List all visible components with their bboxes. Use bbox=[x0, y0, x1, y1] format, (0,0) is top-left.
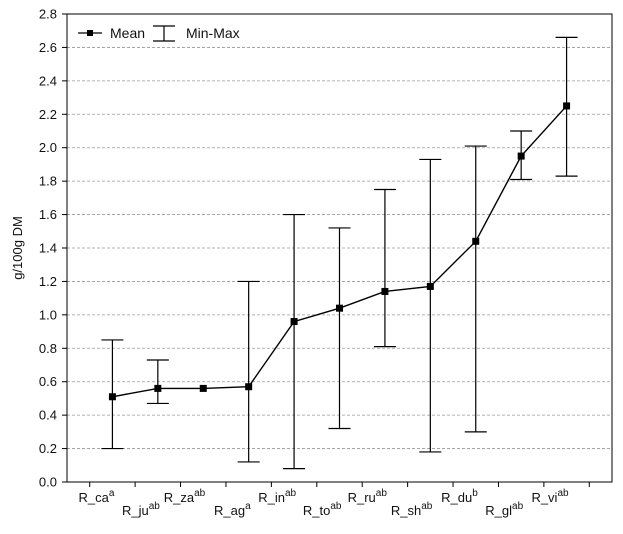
y-tick-label: 2.0 bbox=[39, 140, 57, 155]
y-tick-label: 0.0 bbox=[39, 475, 57, 490]
legend: Mean Min-Max bbox=[78, 25, 240, 42]
y-axis-label: g/100g DM bbox=[10, 216, 25, 280]
y-tick-label: 2.6 bbox=[39, 40, 57, 55]
mean-marker bbox=[290, 318, 298, 326]
mean-marker bbox=[108, 393, 116, 401]
mean-marker bbox=[336, 304, 343, 312]
y-axis: 0.0 0.2 0.4 0.6 0.8 1.0 1.2 1.4 1.6 1.8 2.0 2.2 2.4 2… bbox=[39, 7, 67, 490]
y-tick-label: 0.6 bbox=[39, 374, 57, 389]
mean-marker bbox=[199, 384, 207, 392]
mean-marker bbox=[154, 384, 162, 392]
mean-marker bbox=[426, 282, 434, 290]
x-tick-label: R_glab bbox=[485, 501, 523, 518]
x-tick-label: R_aga bbox=[214, 501, 251, 518]
y-tick-label: 1.4 bbox=[39, 241, 57, 256]
y-tick-label: 1.8 bbox=[39, 174, 57, 189]
legend-mean-label: Mean bbox=[110, 25, 145, 41]
x-tick-label: R_ruab bbox=[348, 488, 388, 505]
mean-marker bbox=[563, 102, 571, 110]
y-tick-label: 0.8 bbox=[39, 341, 57, 356]
x-tick-label: R_caa bbox=[78, 488, 114, 505]
y-tick-label: 1.0 bbox=[39, 307, 57, 322]
mean-marker bbox=[245, 383, 253, 391]
y-tick-label: 2.8 bbox=[39, 7, 57, 22]
x-tick-label: R_inab bbox=[258, 488, 296, 505]
y-tick-label: 0.2 bbox=[39, 441, 57, 456]
error-bars bbox=[101, 36, 578, 470]
mean-marker bbox=[517, 152, 525, 160]
y-tick-label: 1.6 bbox=[39, 207, 57, 222]
x-tick-label: R_viab bbox=[531, 488, 569, 505]
y-tick-label: 0.4 bbox=[39, 408, 57, 423]
x-tick-label: R_shab bbox=[391, 501, 433, 518]
mean-markers bbox=[108, 102, 571, 401]
x-tick-label: R_dub bbox=[441, 488, 478, 505]
y-tick-label: 2.4 bbox=[39, 73, 57, 88]
mean-marker bbox=[472, 237, 480, 245]
y-tick-label: 1.2 bbox=[39, 274, 57, 289]
legend-mean-marker bbox=[87, 30, 93, 36]
mean-marker bbox=[381, 287, 389, 295]
x-tick-label: R_zaab bbox=[164, 488, 206, 505]
legend-range-label: Min-Max bbox=[186, 25, 240, 41]
x-tick-label: R_juab bbox=[122, 501, 160, 518]
y-tick-label: 2.2 bbox=[39, 107, 57, 122]
x-tick-label: R_toab bbox=[303, 501, 342, 518]
